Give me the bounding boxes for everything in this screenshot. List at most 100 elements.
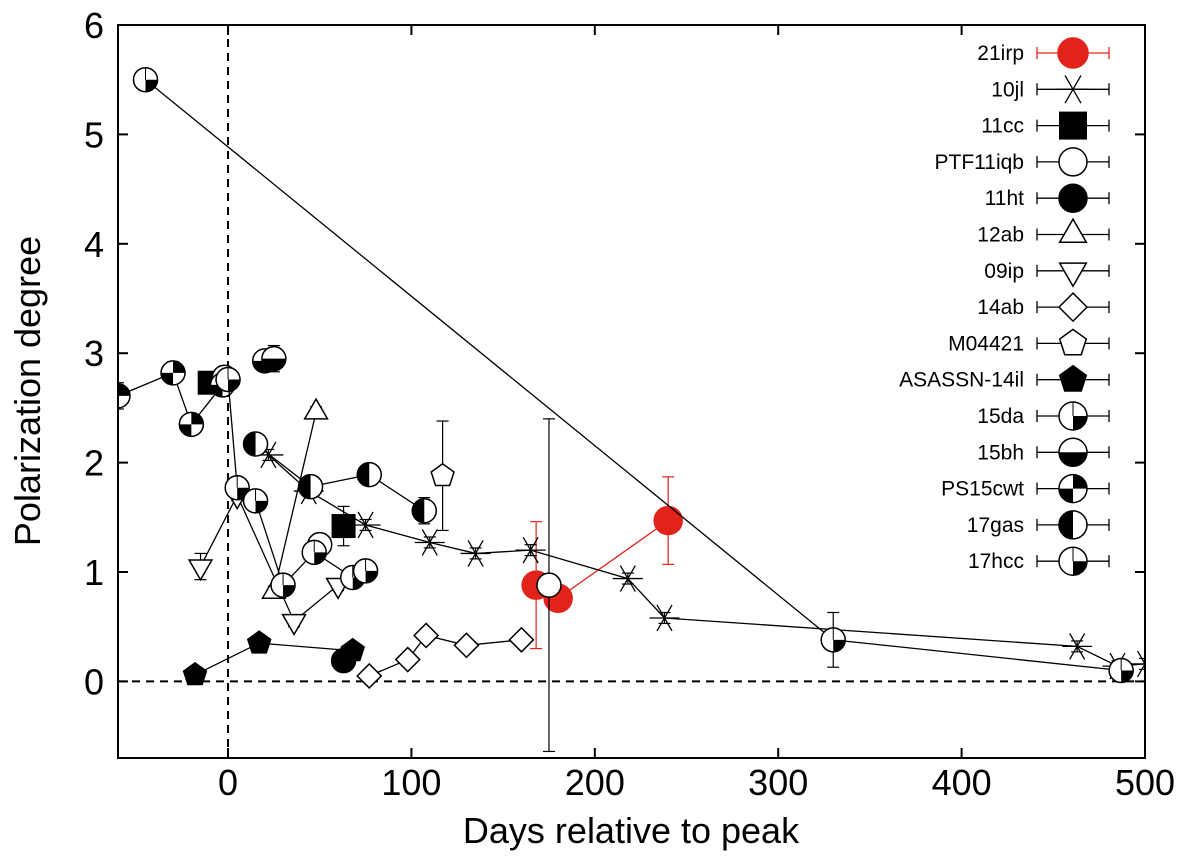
- data-point-10jl: [649, 604, 680, 632]
- data-point-11cc: [331, 505, 356, 547]
- legend-label: 17hcc: [968, 550, 1024, 573]
- legend-label: 11ht: [985, 187, 1024, 210]
- legend-label: 14ab: [977, 296, 1024, 319]
- series-09ip: [187, 488, 351, 636]
- data-point-asassn-14il: [246, 630, 272, 654]
- data-point-10jl: [1062, 633, 1093, 660]
- legend-entry-11ht: 11ht: [985, 183, 1110, 213]
- y-tick-label: 2: [84, 443, 104, 484]
- legend-entry-09ip: 09ip: [984, 260, 1110, 288]
- data-point-17gas: [242, 431, 269, 457]
- legend-label: 10jl: [991, 78, 1024, 101]
- legend-entry-21irp: 21irp: [977, 37, 1110, 69]
- data-point-asassn-14il: [182, 661, 208, 686]
- legend-label: 15bh: [977, 441, 1024, 464]
- series-15bh: [251, 344, 287, 374]
- legend-label: PS15cwt: [941, 478, 1024, 501]
- data-point-ptf11iqb: [536, 418, 562, 753]
- data-point-10jl: [612, 565, 643, 592]
- data-point-15da: [820, 611, 846, 668]
- legend-entry-15da: 15da: [977, 401, 1110, 431]
- y-tick-label: 3: [84, 333, 104, 374]
- data-point-09ip: [187, 552, 214, 582]
- data-point-15da: [1108, 657, 1134, 684]
- series-10jl: [253, 441, 1145, 680]
- series-17hcc: [215, 366, 379, 598]
- data-point-ps15cwt: [118, 382, 131, 410]
- data-point-17hcc: [352, 558, 379, 584]
- data-point-17gas: [297, 473, 324, 500]
- series-line: [118, 372, 224, 426]
- legend-entry-17hcc: 17hcc: [968, 546, 1110, 576]
- series-line: [273, 412, 317, 592]
- series-15da: [132, 66, 1134, 684]
- x-tick-label: 500: [1115, 762, 1175, 803]
- plot-frame: [117, 24, 1146, 759]
- legend-entry-14ab: 14ab: [977, 292, 1110, 323]
- data-point-10jl: [1130, 650, 1145, 678]
- data-point-17hcc: [242, 488, 269, 514]
- series-m04421: [430, 420, 455, 532]
- data-point-14ab: [394, 646, 421, 673]
- series-line: [255, 443, 425, 512]
- legend-label: 15da: [977, 405, 1024, 428]
- data-point-10jl: [414, 529, 445, 556]
- data-point-14ab: [508, 626, 535, 653]
- x-tick-label: 400: [932, 762, 992, 803]
- x-tick-label: 0: [218, 762, 238, 803]
- series-21irp: [521, 476, 683, 650]
- legend-label: 21irp: [977, 42, 1024, 65]
- data-point-17hcc: [224, 475, 250, 501]
- data-point-15da: [132, 66, 159, 93]
- data-point-17hcc: [301, 539, 327, 566]
- series-12ab: [261, 397, 329, 600]
- legend-entry-11cc: 11cc: [981, 111, 1110, 140]
- series-17gas: [242, 431, 438, 525]
- series-ptf11iqb: [211, 364, 562, 753]
- data-point-14ab: [356, 662, 383, 690]
- data-point-17gas: [411, 497, 438, 525]
- legend-entry-ps15cwt: PS15cwt: [941, 473, 1110, 504]
- data-point-14ab: [453, 632, 480, 659]
- data-point-12ab: [303, 397, 329, 420]
- y-axis-title: Polarization degree: [7, 236, 48, 546]
- data-point-asassn-14il: [340, 637, 366, 662]
- legend-label: M04421: [948, 332, 1024, 355]
- axis-ticks: 0 100 200 300 400 500 0 1 2 3 4 5 6: [84, 5, 1175, 803]
- y-tick-label: 0: [84, 661, 104, 702]
- data-point-09ip: [281, 613, 307, 636]
- series-line: [199, 493, 339, 623]
- data-point-14ab: [413, 622, 440, 649]
- data-point-15bh: [261, 344, 287, 373]
- legend-label: 09ip: [984, 260, 1024, 283]
- y-tick-label: 4: [84, 224, 104, 265]
- data-point-17hcc: [215, 366, 241, 393]
- series-line: [194, 642, 353, 676]
- series-asassn-14il: [182, 630, 366, 686]
- plot-area: [118, 66, 1145, 753]
- legend-label: PTF11iqb: [935, 151, 1025, 174]
- data-point-10jl: [515, 536, 546, 564]
- data-point-17gas: [356, 461, 382, 488]
- legend-entry-17gas: 17gas: [967, 510, 1110, 540]
- series-14ab: [356, 622, 535, 690]
- y-tick-label: 1: [84, 552, 104, 593]
- legend-label: 17gas: [967, 514, 1024, 537]
- legend-label: ASASSN-14il: [899, 369, 1024, 392]
- x-axis-title: Days relative to peak: [463, 810, 800, 851]
- legend-entry-m04421: M04421: [948, 328, 1110, 356]
- series-line: [368, 634, 522, 677]
- y-tick-label: 6: [84, 5, 104, 46]
- legend-entry-10jl: 10jl: [991, 75, 1110, 104]
- data-point-m04421: [430, 420, 455, 532]
- data-point-ps15cwt: [178, 411, 205, 438]
- x-tick-label: 200: [565, 762, 625, 803]
- x-tick-label: 100: [381, 762, 441, 803]
- legend-entry-asassn-14il: ASASSN-14il: [899, 364, 1110, 392]
- legend-entry-12ab: 12ab: [977, 217, 1110, 247]
- legend-label: 11cc: [981, 115, 1024, 138]
- data-point-ps15cwt: [160, 360, 186, 386]
- legend: 21irp 10jl 11cc PTF11iqb 11ht 12ab 09ip 14ab M04…: [899, 37, 1110, 576]
- data-point-10jl: [350, 511, 381, 539]
